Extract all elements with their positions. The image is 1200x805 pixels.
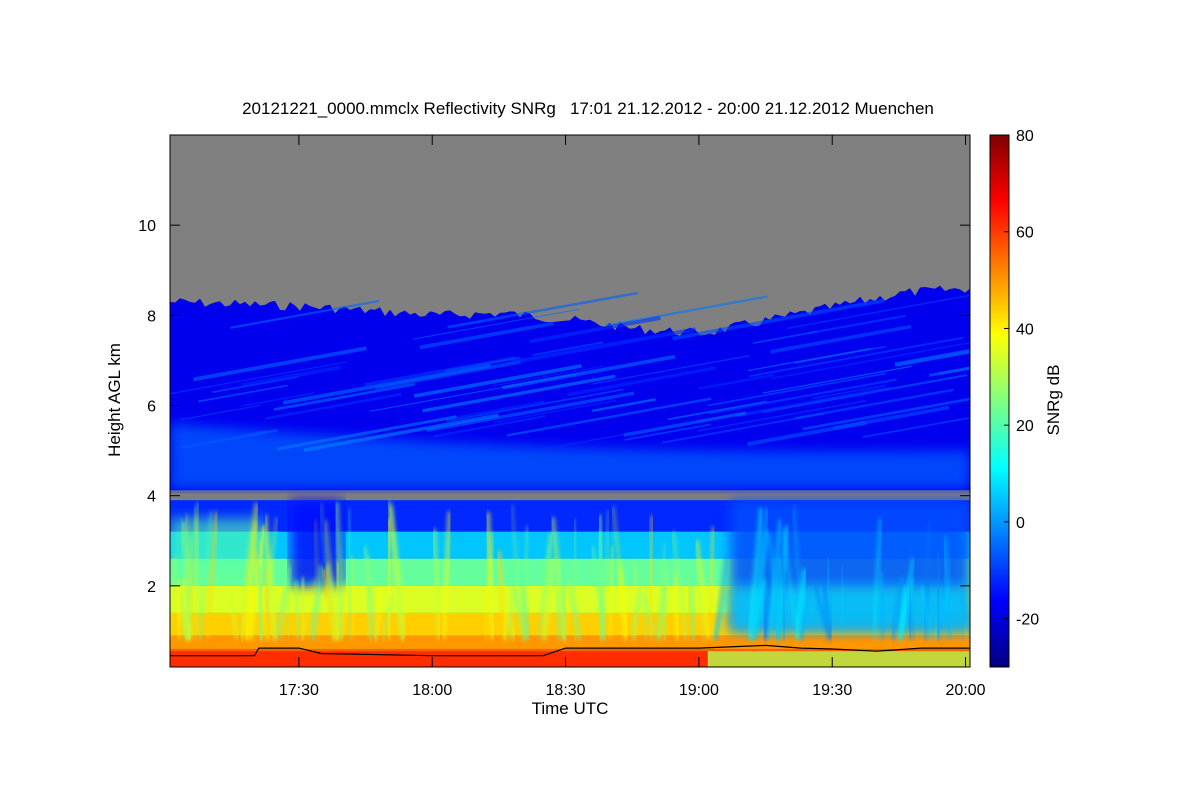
precip-streak: [961, 584, 963, 640]
colorbar-label: SNRg dB: [1044, 365, 1063, 436]
colorbar-rect: [990, 135, 1009, 667]
colorbar-tick-label: 80: [1016, 128, 1034, 145]
precip-streak: [910, 549, 911, 640]
precip-streak: [938, 553, 939, 640]
y-tick-label: 8: [147, 308, 156, 325]
surface-strong: [170, 651, 708, 667]
precip-band: [170, 635, 970, 649]
y-tick-label: 10: [138, 218, 156, 235]
x-tick-label: 20:00: [946, 682, 986, 699]
precip-streak: [178, 579, 181, 640]
y-tick-label: 6: [147, 399, 156, 416]
melting-gap: [170, 490, 970, 496]
x-tick-label: 18:30: [546, 682, 586, 699]
x-tick-label: 19:30: [812, 682, 852, 699]
surface-moderate: [708, 651, 970, 667]
x-tick-label: 18:00: [412, 682, 452, 699]
plot-area: [169, 135, 1094, 667]
y-tick-label: 2: [147, 579, 156, 596]
precip-streak: [842, 567, 843, 640]
colorbar-tick-label: -20: [1016, 612, 1039, 629]
x-axis-label: Time UTC: [532, 699, 609, 718]
y-axis-label: Height AGL km: [105, 343, 124, 457]
colorbar-tick-label: 20: [1016, 418, 1034, 435]
x-tick-label: 17:30: [279, 682, 319, 699]
precip-streak: [259, 566, 262, 640]
colorbar-tick-label: 60: [1016, 225, 1034, 242]
chart-title: 20121221_0000.mmclx Reflectivity SNRg 17…: [242, 99, 934, 118]
colorbar: -20 0 20 40 60 80 SNRg dB: [990, 128, 1063, 667]
colorbar-tick-label: 0: [1016, 515, 1025, 532]
x-tick-label: 19:00: [679, 682, 719, 699]
y-tick-label: 4: [147, 489, 156, 506]
colorbar-tick-label: 40: [1016, 321, 1034, 338]
